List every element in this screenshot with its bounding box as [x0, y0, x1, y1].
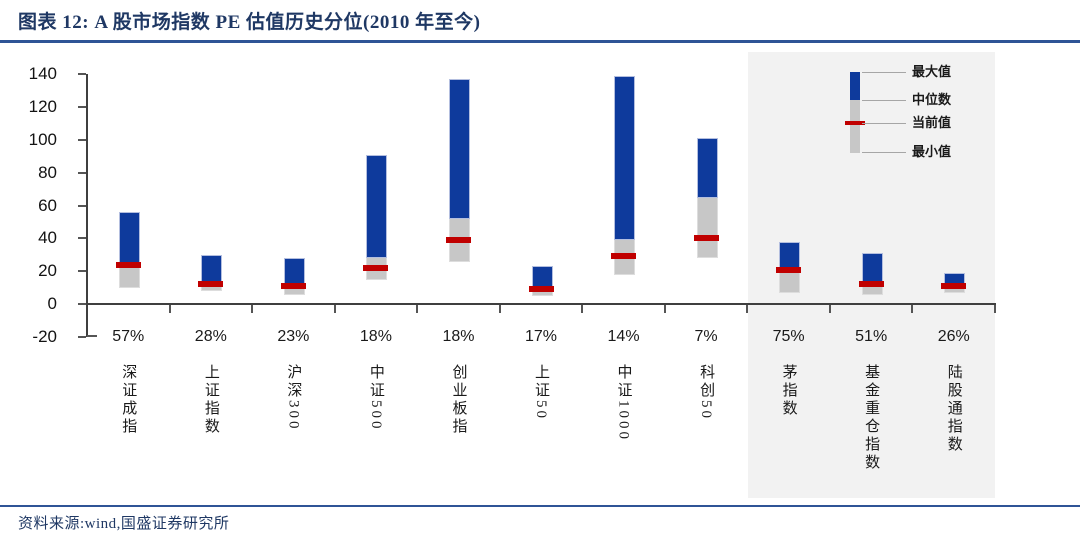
percentile-label: 7%	[694, 328, 718, 345]
current-value-marker	[528, 286, 554, 293]
y-axis-tick-label: 20	[38, 261, 57, 281]
figure-title: 图表 12: A 股市场指数 PE 估值历史分位(2010 年至今)	[18, 12, 481, 33]
category-label: 中证1000	[615, 364, 632, 442]
y-axis-tick	[78, 139, 86, 141]
x-axis-line	[86, 303, 996, 305]
bar-max-segment	[696, 138, 718, 198]
current-value-marker	[115, 261, 141, 268]
percentile-label: 51%	[855, 328, 888, 345]
x-axis-tick	[663, 305, 666, 313]
x-axis-tick	[168, 305, 171, 313]
category-label: 沪深300	[285, 364, 302, 432]
current-value-marker	[858, 281, 884, 288]
category-label: 上证50	[533, 364, 549, 421]
y-axis-tick	[78, 303, 86, 305]
y-axis-line	[86, 74, 88, 337]
bar-max-segment	[614, 76, 636, 241]
footer-divider	[0, 505, 1080, 507]
x-axis-tick	[416, 305, 419, 313]
y-axis-tick-label: 120	[28, 97, 57, 117]
legend-current-swatch	[845, 121, 865, 125]
current-value-marker	[776, 266, 802, 273]
percentile-label: 28%	[194, 328, 227, 345]
y-axis-tick-label: 100	[28, 130, 57, 149]
x-axis-corner-tick	[87, 335, 97, 337]
x-axis-tick	[333, 305, 336, 313]
legend-connector	[862, 152, 906, 153]
category-label: 科创50	[698, 364, 715, 421]
y-axis-tick-label: 60	[38, 195, 57, 215]
category-label: 陆股通指数	[945, 364, 962, 454]
category-label: 中证500	[367, 364, 384, 432]
percentile-label: 57%	[112, 328, 145, 345]
y-axis-tick	[78, 106, 86, 109]
title-divider	[0, 40, 1080, 43]
y-axis-tick	[78, 171, 86, 174]
x-axis-tick	[828, 305, 831, 313]
source-note: 资料来源:wind,国盛证券研究所	[18, 516, 230, 532]
category-label: 茅指数	[780, 364, 797, 418]
current-value-marker	[941, 282, 967, 289]
bar-max-segment	[366, 154, 388, 259]
pe-percentile-chart: 140 120 100 80 60 40 20 0 -20 57% 深证成指 28% 上证指数 23% 沪深…	[0, 41, 1080, 501]
percentile-label: 17%	[524, 328, 558, 345]
current-value-marker	[363, 264, 389, 271]
y-axis-tick-label: 80	[38, 162, 57, 182]
percentile-label: 75%	[772, 328, 805, 345]
y-axis-tick	[78, 204, 86, 207]
current-value-marker	[198, 281, 224, 288]
legend-label: 最小值	[912, 144, 952, 159]
percentile-label: 23%	[277, 328, 310, 345]
y-axis-tick	[78, 270, 86, 273]
y-axis-tick	[78, 237, 86, 240]
y-axis-tick-label: 0	[47, 294, 57, 313]
category-label: 上证指数	[202, 364, 219, 436]
legend-label: 中位数	[912, 92, 952, 107]
percentile-label: 18%	[359, 328, 392, 345]
category-label: 基金重仓指数	[863, 364, 880, 472]
y-axis-tick	[78, 335, 86, 338]
category-label: 创业板指	[450, 364, 467, 436]
legend-label: 最大值	[912, 64, 952, 79]
current-value-marker	[611, 253, 637, 260]
category-label: 深证成指	[120, 364, 137, 436]
current-value-marker	[280, 282, 306, 289]
bar-max-segment	[779, 241, 801, 274]
current-value-marker	[445, 237, 471, 244]
legend-label: 当前值	[912, 115, 952, 130]
y-axis-tick-label: 140	[28, 64, 57, 84]
y-axis-tick-label: 40	[38, 228, 57, 248]
percentile-label: 14%	[607, 328, 640, 345]
x-axis-tick	[251, 305, 254, 313]
bar-max-segment	[448, 79, 470, 220]
x-axis-tick	[498, 305, 501, 313]
legend-connector	[862, 123, 906, 124]
percentile-label: 26%	[937, 328, 970, 345]
legend-connector	[862, 100, 906, 101]
percentile-label: 18%	[442, 328, 475, 345]
x-axis-tick	[994, 305, 996, 313]
x-axis-tick	[746, 305, 749, 313]
y-axis-tick-label: -20	[32, 326, 57, 346]
legend-connector	[862, 72, 906, 73]
x-axis-tick	[911, 305, 914, 313]
legend-min-swatch	[850, 100, 860, 153]
x-axis-tick	[581, 305, 584, 313]
legend-max-swatch	[850, 72, 860, 100]
y-axis-tick	[78, 73, 86, 76]
current-value-marker	[693, 235, 719, 242]
